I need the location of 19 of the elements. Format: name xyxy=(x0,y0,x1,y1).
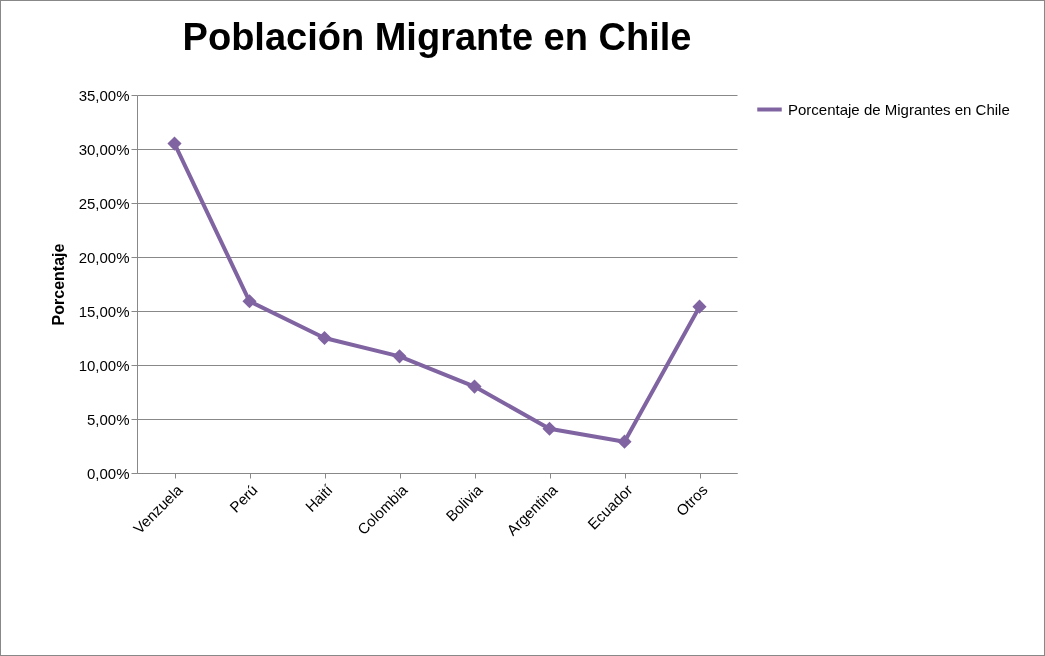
y-tick-label: 10,00% xyxy=(78,356,130,374)
point xyxy=(392,349,407,364)
point xyxy=(317,330,332,346)
point xyxy=(167,136,182,151)
legend-label: Porcentaje de Migrantes en Chile xyxy=(788,100,1010,118)
point xyxy=(692,299,707,314)
point xyxy=(542,421,557,436)
y-tick-label: 25,00% xyxy=(78,194,130,212)
y-tick-label: 35,00% xyxy=(78,86,130,104)
y-tick-label: 30,00% xyxy=(78,140,130,158)
y-tick-label: 0,00% xyxy=(86,464,130,482)
point xyxy=(242,294,257,309)
y-tick-label: 15,00% xyxy=(78,302,130,320)
point xyxy=(467,379,482,394)
y-tick-label: 20,00% xyxy=(78,248,130,266)
y-axis-title: Porcentaje xyxy=(49,243,67,326)
chart-title: Población Migrante en Chile xyxy=(182,16,692,58)
point xyxy=(617,434,632,449)
y-tick-label: 5,00% xyxy=(86,410,130,428)
